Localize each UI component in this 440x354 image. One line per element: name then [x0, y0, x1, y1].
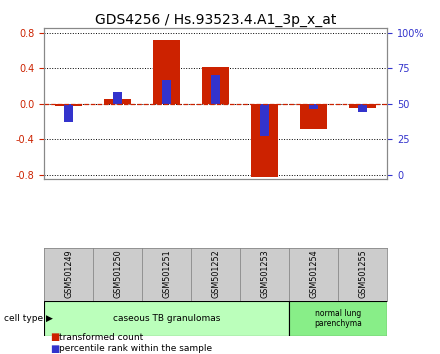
- Text: GSM501253: GSM501253: [260, 250, 269, 298]
- Bar: [289, 301, 387, 336]
- Bar: [358, 104, 367, 112]
- Bar: [300, 104, 327, 129]
- Bar: [44, 301, 289, 336]
- Bar: [162, 80, 171, 104]
- Bar: [349, 104, 376, 108]
- Title: GDS4256 / Hs.93523.4.A1_3p_x_at: GDS4256 / Hs.93523.4.A1_3p_x_at: [95, 13, 336, 27]
- Bar: [211, 75, 220, 104]
- Text: GSM501255: GSM501255: [358, 250, 367, 298]
- Text: caseous TB granulomas: caseous TB granulomas: [113, 314, 220, 323]
- Text: GSM501254: GSM501254: [309, 250, 318, 298]
- Text: ■: ■: [51, 332, 60, 342]
- Bar: [251, 104, 278, 177]
- Text: GSM501249: GSM501249: [64, 250, 73, 298]
- Text: GSM501251: GSM501251: [162, 250, 171, 298]
- Bar: [104, 99, 131, 104]
- Text: percentile rank within the sample: percentile rank within the sample: [59, 344, 213, 353]
- Text: normal lung
parenchyma: normal lung parenchyma: [314, 309, 362, 328]
- Text: GSM501252: GSM501252: [211, 250, 220, 298]
- Bar: [55, 104, 82, 105]
- Bar: [309, 104, 318, 109]
- Text: GSM501250: GSM501250: [113, 250, 122, 298]
- Bar: [153, 40, 180, 104]
- Bar: [260, 104, 269, 136]
- Text: transformed count: transformed count: [59, 332, 143, 342]
- Bar: [64, 104, 73, 122]
- Bar: [113, 92, 122, 104]
- Bar: [202, 67, 229, 104]
- Text: ■: ■: [51, 344, 60, 354]
- Text: cell type ▶: cell type ▶: [4, 314, 53, 323]
